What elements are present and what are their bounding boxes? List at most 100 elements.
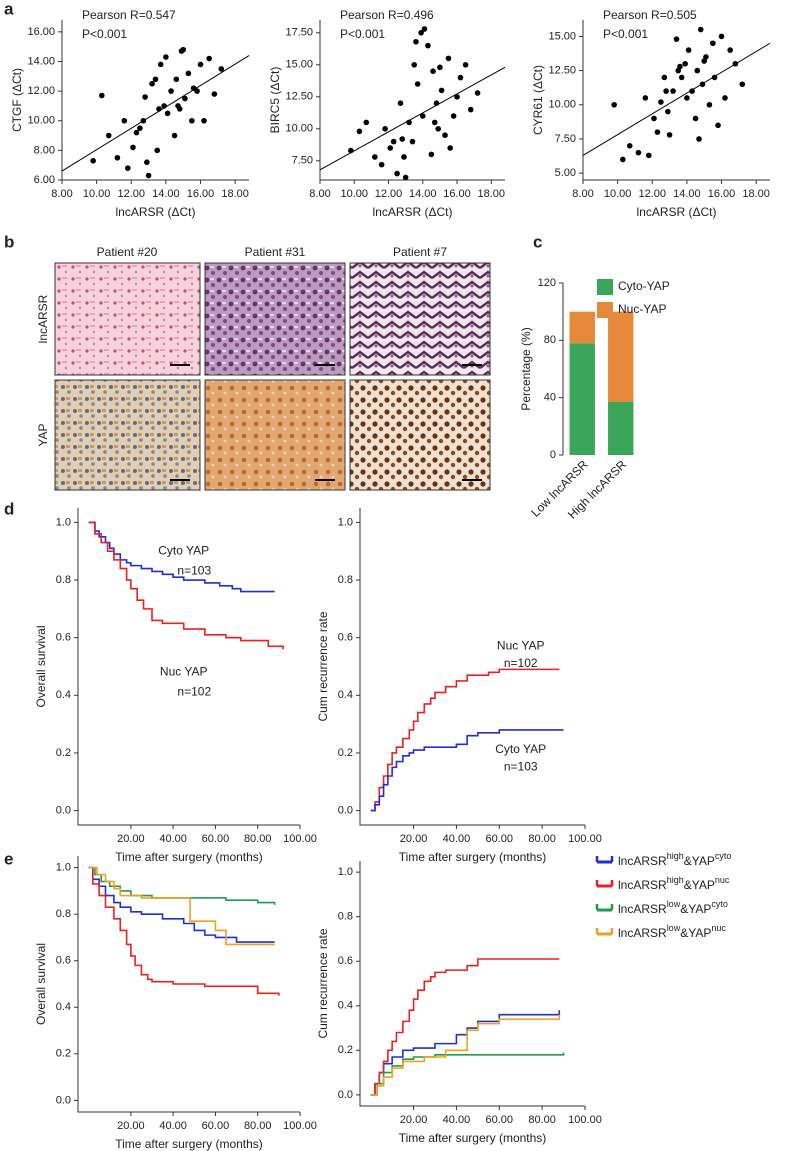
- annotation: Cyto YAP: [495, 742, 546, 756]
- trendline: [61, 55, 250, 172]
- point: [626, 143, 633, 149]
- point: [658, 99, 664, 105]
- point: [661, 74, 668, 81]
- y-tick-label: 10.00: [285, 123, 313, 135]
- point: [620, 156, 626, 163]
- y-axis-title: Percentage (%): [519, 327, 533, 410]
- y-tick-label: 15.00: [285, 59, 313, 71]
- point: [156, 106, 162, 112]
- point: [642, 95, 649, 101]
- x-tick-label: 12.00: [638, 188, 666, 200]
- point: [201, 117, 207, 124]
- y-tick-label: 1.0: [338, 516, 353, 528]
- annotation: n=102: [504, 656, 538, 670]
- legend-label: Nuc-YAP: [618, 302, 666, 316]
- x-tick-label: 60.00: [202, 1120, 230, 1132]
- point: [670, 88, 676, 94]
- y-tick-label: 0.2: [338, 747, 353, 759]
- point: [414, 81, 421, 87]
- survival-curve: [370, 1052, 565, 1096]
- point: [140, 117, 147, 124]
- point: [454, 94, 460, 100]
- x-tick-label: 14.00: [152, 188, 180, 200]
- axis-line: [77, 508, 300, 826]
- scale-bars: [170, 364, 482, 481]
- point: [437, 64, 443, 71]
- point: [194, 88, 200, 94]
- column-label: Patient #20: [97, 245, 158, 259]
- x-axis-title: Time after surgery (months): [399, 850, 547, 864]
- panel-label: a: [4, 0, 14, 18]
- bar: [608, 311, 634, 402]
- point: [718, 33, 725, 40]
- x-tick-label: 8.00: [51, 188, 72, 200]
- x-tick-label: 20.00: [400, 1114, 428, 1126]
- point: [211, 91, 218, 97]
- axis-line: [77, 856, 300, 1113]
- x-tick-label: 60.00: [486, 833, 514, 845]
- point: [438, 87, 445, 94]
- point: [99, 92, 105, 99]
- point: [701, 58, 708, 64]
- point: [189, 117, 195, 124]
- y-tick-label: 7.50: [292, 155, 313, 167]
- point: [390, 138, 397, 145]
- y-tick-label: 120: [538, 277, 556, 289]
- survival-curve: [370, 1010, 561, 1096]
- point: [90, 157, 96, 164]
- column-label: Patient #31: [245, 245, 306, 259]
- row-label: lncARSR: [36, 294, 50, 343]
- x-tick-label: 80.00: [528, 833, 556, 845]
- annotation: n=103: [504, 760, 538, 774]
- point: [348, 147, 354, 154]
- point: [152, 76, 159, 83]
- point: [684, 95, 690, 101]
- annotation: Nuc YAP: [160, 664, 208, 678]
- point: [397, 100, 404, 106]
- point: [406, 119, 412, 126]
- legend-label-part: &YAP: [680, 926, 711, 940]
- x-tick-label: 18.00: [742, 188, 770, 200]
- y-tick-label: 0.8: [338, 911, 353, 923]
- y-tick-label: 0.4: [338, 689, 353, 701]
- annotation: Cyto YAP: [158, 543, 209, 557]
- x-tick-label: 100.00: [283, 1120, 317, 1132]
- point: [154, 147, 161, 154]
- annotation: Pearson R=0.496: [340, 8, 434, 22]
- axis-line: [582, 20, 770, 181]
- point: [665, 108, 671, 115]
- point: [663, 88, 669, 94]
- point: [722, 95, 728, 101]
- y-axis-title: Cum recurrence rate: [316, 611, 330, 721]
- legend-label-part: high: [667, 875, 684, 885]
- point: [715, 122, 721, 129]
- y-tick-label: 0.4: [56, 689, 71, 701]
- point: [401, 154, 407, 160]
- annotation: P<0.001: [340, 27, 385, 41]
- x-tick-label: 12.00: [117, 188, 145, 200]
- x-tick-label: 100.00: [568, 1114, 602, 1126]
- legend-label-part: &YAP: [684, 878, 715, 892]
- point: [409, 138, 416, 145]
- y-tick-label: 0.2: [338, 1044, 353, 1056]
- y-tick-label: 12.00: [27, 85, 55, 97]
- point: [418, 30, 424, 36]
- y-axis-title: BIRC5 (ΔCt): [268, 67, 282, 134]
- point: [673, 36, 680, 42]
- column-label: Patient #7: [393, 245, 447, 259]
- survival-curve: [88, 866, 276, 905]
- axis-line: [359, 508, 585, 826]
- point: [142, 94, 148, 100]
- survival-curve: [88, 866, 275, 943]
- point: [445, 55, 452, 62]
- y-axis-title: Overall survival: [34, 625, 48, 707]
- annotation: P<0.001: [82, 27, 127, 41]
- point: [428, 151, 435, 158]
- point: [206, 55, 212, 62]
- y-tick-label: 80: [544, 334, 556, 346]
- point: [677, 63, 683, 70]
- panel-label: c: [533, 232, 542, 251]
- point: [161, 103, 167, 109]
- x-axis-title: Time after surgery (months): [399, 1131, 547, 1145]
